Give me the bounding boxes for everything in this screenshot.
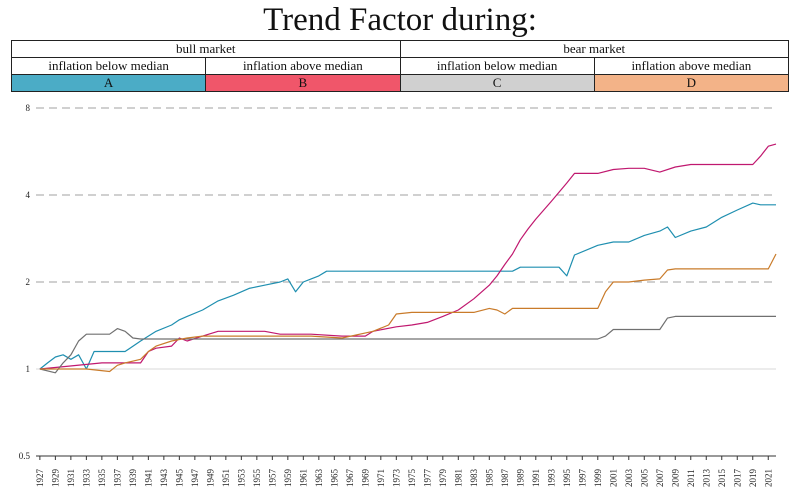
x-tick-label: 1983 — [469, 469, 479, 488]
series-line-b — [39, 143, 777, 370]
legend-table: bull market bear market inflation below … — [10, 40, 790, 92]
x-tick-label: 1973 — [391, 469, 401, 488]
x-tick-label: 2017 — [732, 469, 742, 488]
x-tick-label: 1935 — [97, 469, 107, 488]
x-tick-label: 1941 — [143, 469, 153, 487]
legend-series-b: B — [205, 74, 401, 92]
x-tick-label: 1963 — [314, 469, 324, 488]
x-tick-label: 2015 — [717, 469, 727, 488]
x-tick-label: 1995 — [562, 469, 572, 488]
legend-condition-d: inflation above median — [593, 57, 790, 75]
x-tick-label: 1965 — [329, 469, 339, 488]
grid-lines — [36, 107, 776, 457]
x-tick-label: 1931 — [66, 469, 76, 487]
x-tick-label: 2003 — [624, 469, 634, 488]
y-tick-label: 4 — [26, 190, 31, 200]
x-tick-label: 1997 — [577, 469, 587, 488]
y-axis: 0.5 1 2 4 8 — [19, 103, 31, 461]
series-line-d — [39, 253, 777, 373]
y-tick-label: 2 — [26, 277, 31, 287]
x-tick-label: 1959 — [283, 469, 293, 488]
series-line-a — [39, 202, 776, 370]
legend-series-d: D — [593, 74, 790, 92]
legend-condition-a: inflation below median — [10, 57, 207, 75]
x-tick-label: 1991 — [531, 469, 541, 487]
x-tick-label: 1985 — [484, 469, 494, 488]
x-tick-label: 1987 — [500, 469, 510, 488]
x-tick-label: 2001 — [608, 469, 618, 487]
x-tick-label: 2021 — [763, 469, 773, 487]
x-tick-label: 1951 — [221, 469, 231, 487]
x-tick-label: 1979 — [438, 469, 448, 488]
chart-title: Trend Factor during: — [263, 2, 537, 38]
x-tick-label: 1953 — [236, 469, 246, 488]
x-tick-label: 1943 — [159, 469, 169, 488]
x-tick-label: 1975 — [407, 469, 417, 488]
x-tick-label: 1971 — [376, 469, 386, 487]
x-tick-label: 1927 — [35, 469, 45, 488]
x-tick-label: 2007 — [655, 469, 665, 488]
x-tick-label: 1929 — [50, 469, 60, 488]
legend-condition-b: inflation above median — [205, 57, 401, 75]
x-tick-label: 2011 — [686, 469, 696, 487]
x-tick-label: 1977 — [422, 469, 432, 488]
x-tick-label: 1947 — [190, 469, 200, 488]
x-tick-label: 1969 — [360, 469, 370, 488]
x-tick-label: 1955 — [252, 469, 262, 488]
legend-group-bull: bull market — [11, 40, 401, 58]
y-tick-label: 8 — [26, 103, 31, 113]
line-chart: 0.5 1 2 4 8 1927 1929 1931 1933 1935 1937 1939 1941… — [19, 103, 777, 488]
x-tick-label: 1993 — [546, 469, 556, 488]
legend-series-a: A — [10, 74, 207, 92]
y-tick-label: 1 — [26, 364, 31, 374]
y-tick-label: 0.5 — [19, 451, 31, 461]
legend-series-c: C — [399, 74, 595, 92]
x-tick-label: 1937 — [112, 469, 122, 488]
x-tick-label: 1981 — [453, 469, 463, 487]
x-tick-label: 2009 — [670, 469, 680, 488]
series-line-c — [39, 315, 776, 374]
series-lines — [39, 143, 777, 374]
x-tick-label: 2019 — [748, 469, 758, 488]
x-tick-label: 1999 — [593, 469, 603, 488]
x-tick-label: 2013 — [701, 469, 711, 488]
x-tick-label: 1961 — [298, 469, 308, 487]
legend-condition-c: inflation below median — [399, 57, 595, 75]
x-tick-label: 1939 — [128, 469, 138, 488]
x-tick-label: 1957 — [267, 469, 277, 488]
legend-group-bear: bear market — [399, 40, 789, 58]
x-tick-label: 1945 — [174, 469, 184, 488]
x-tick-label: 1967 — [345, 469, 355, 488]
x-axis: 1927 1929 1931 1933 1935 1937 1939 1941 1943 1945… — [35, 455, 776, 488]
x-tick-label: 1989 — [515, 469, 525, 488]
x-tick-label: 1933 — [81, 469, 91, 488]
x-tick-label: 1949 — [205, 469, 215, 488]
x-tick-label: 2005 — [639, 469, 649, 488]
